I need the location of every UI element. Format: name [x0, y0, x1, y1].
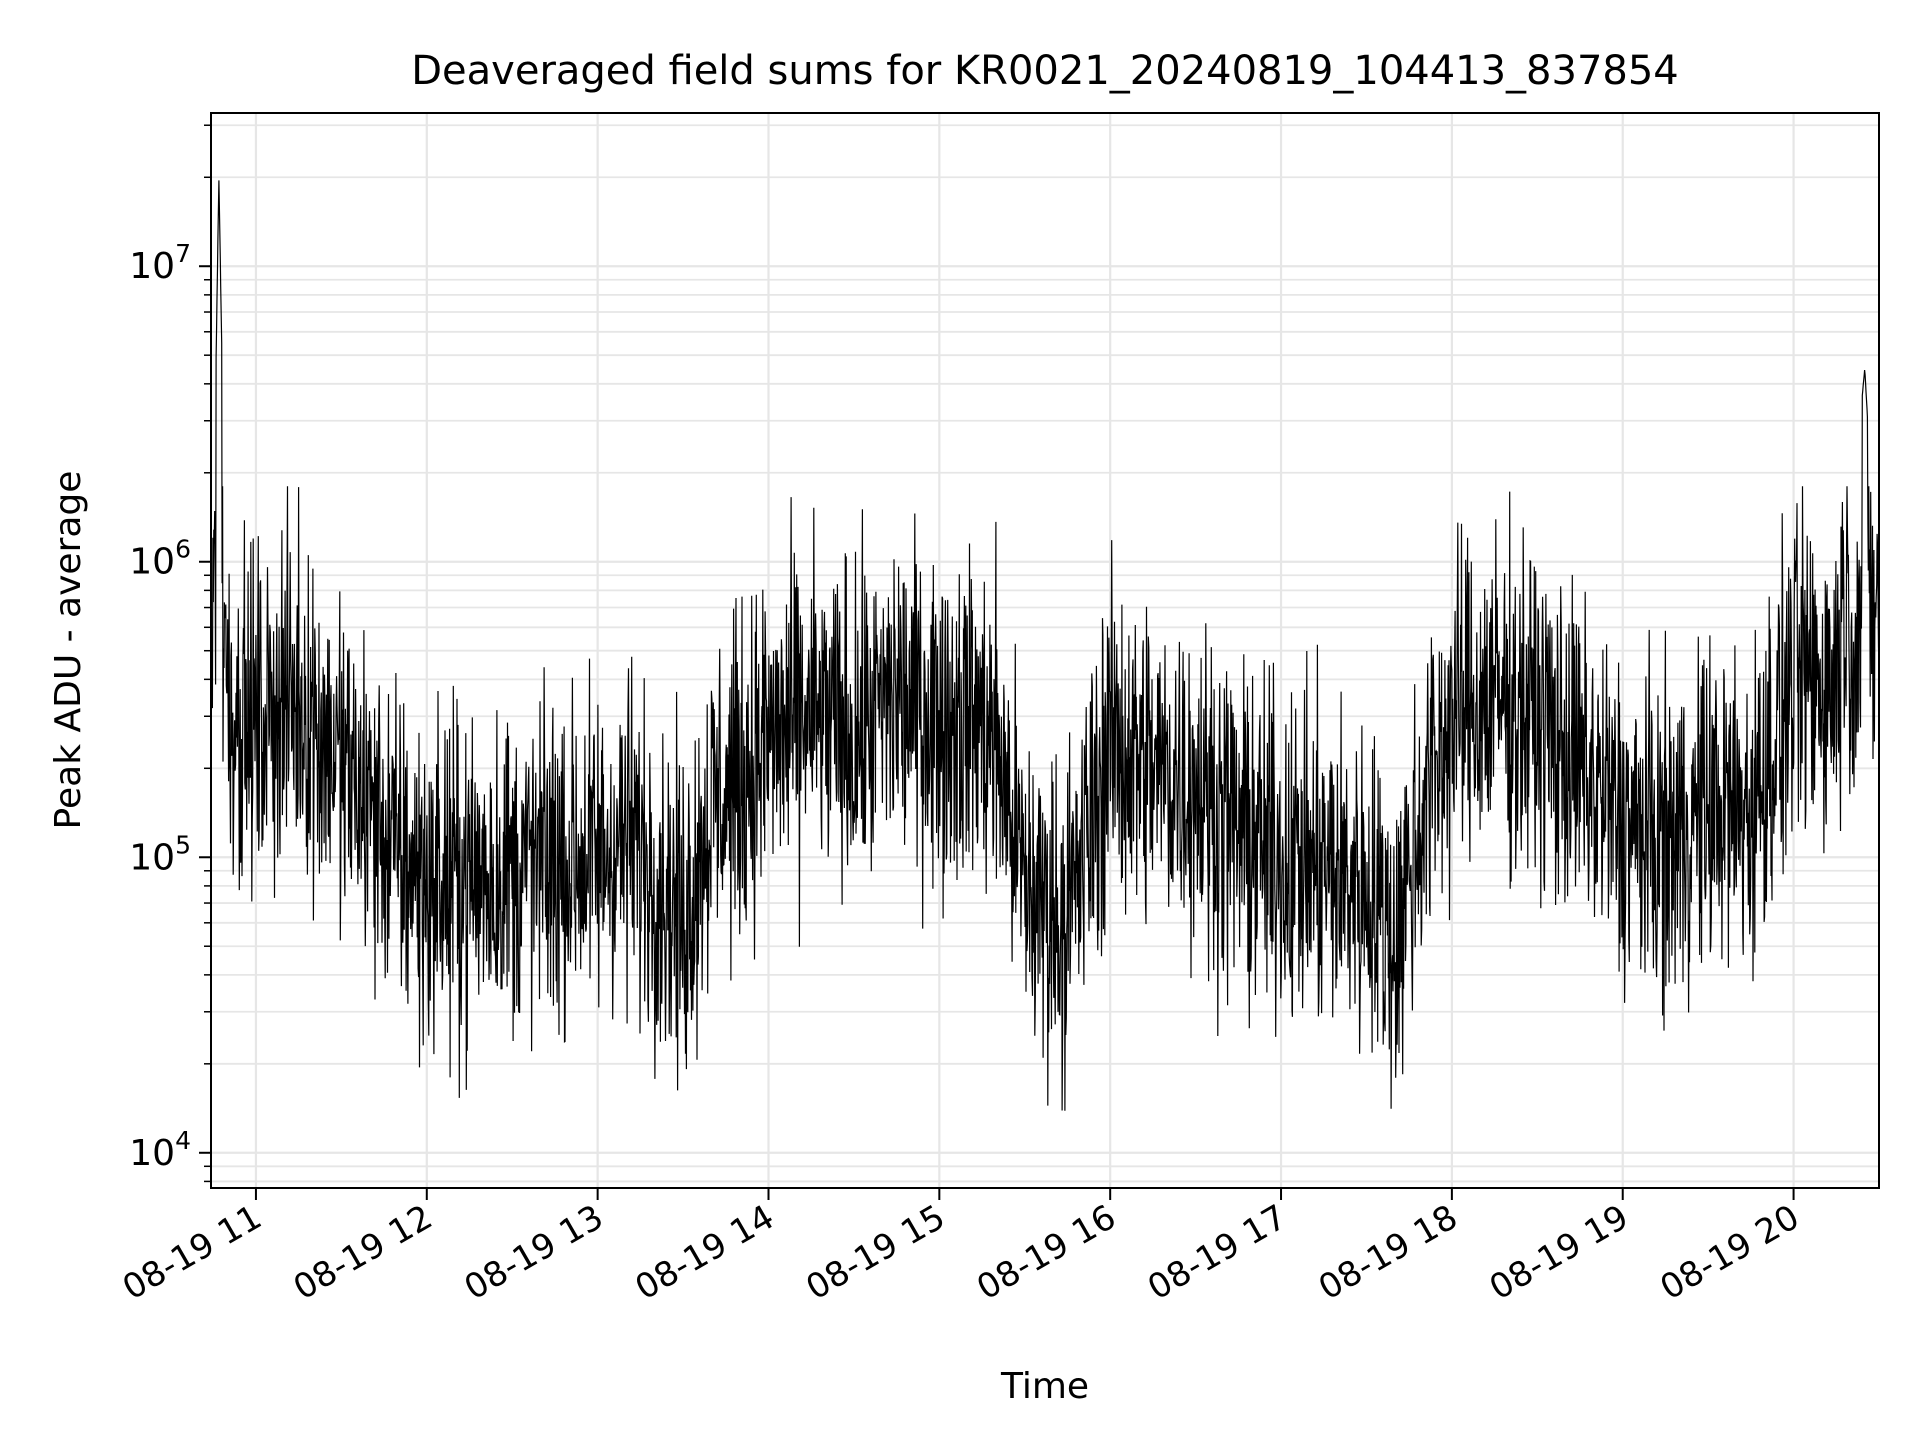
y-tick-label: 105 [129, 830, 191, 878]
y-tick-label: 107 [129, 239, 191, 287]
x-axis-label: Time [1000, 1366, 1089, 1407]
y-tick-label: 106 [129, 535, 191, 583]
y-axis-label: Peak ADU - average [48, 471, 89, 830]
data-line [210, 180, 1880, 1111]
y-tick-label: 104 [129, 1126, 191, 1174]
chart-title: Deaveraged field sums for KR0021_2024081… [411, 48, 1679, 94]
